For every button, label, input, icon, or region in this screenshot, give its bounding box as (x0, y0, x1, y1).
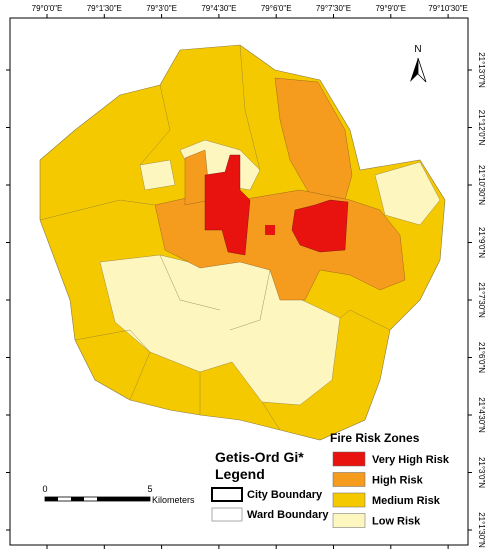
legend: Getis-Ord Gi* Legend City Boundary Ward … (211, 431, 450, 528)
legend-subtitle: Legend (215, 466, 265, 482)
scale-label: 0 (42, 484, 47, 494)
very-high-risk-zone (291, 199, 349, 253)
legend-label: High Risk (372, 475, 424, 487)
low-risk-zone (374, 161, 441, 226)
latitude-label: 21°7'30"N (477, 282, 486, 318)
very-high-risk-zone (204, 154, 251, 256)
north-arrow: N (410, 44, 427, 83)
legend-label: Low Risk (372, 516, 421, 528)
latitude-label: 21°10'30"N (477, 165, 486, 205)
north-label: N (414, 44, 421, 55)
latitude-label: 21°13'0"N (477, 52, 486, 88)
latitude-label: 21°6'0"N (477, 342, 486, 373)
scale-label: 5 (147, 484, 152, 494)
latitude-label: 21°9'0"N (477, 227, 486, 258)
latitude-label: 21°12'0"N (477, 110, 486, 146)
zone-legend: Very High Risk High Risk Medium Risk Low Ri… (332, 451, 450, 528)
zone-swatch (332, 492, 366, 508)
longitude-label: 79°6'0"E (261, 4, 292, 13)
legend-label: City Boundary (247, 489, 323, 501)
latitude-label: 21°1'30"N (477, 512, 486, 548)
legend-label: Very High Risk (372, 454, 450, 466)
scale-unit: Kilometers (152, 495, 195, 505)
zone-swatch (332, 472, 366, 487)
legend-label: Medium Risk (372, 495, 441, 507)
legend-title: Getis-Ord Gi* (215, 449, 304, 465)
scale-bar: 0 5 Kilometers (42, 484, 195, 505)
frame-ticks: 79°0'0"E 79°1'30"E 79°3'0"E 79°4'30"E 79°6'0… (6, 4, 486, 549)
low-risk-zone (139, 159, 176, 191)
latitude-label: 21°4'30"N (477, 397, 486, 433)
city-boundary-swatch (211, 487, 243, 502)
very-high-risk-zone (265, 225, 275, 235)
zone-swatch (332, 451, 366, 467)
longitude-label: 79°4'30"E (201, 4, 236, 13)
ward-lines (39, 44, 391, 431)
longitude-label: 79°3'0"E (146, 4, 177, 13)
longitude-label: 79°1'30"E (87, 4, 122, 13)
longitude-label: 79°10'30"E (428, 4, 468, 13)
longitude-label: 79°7'30"E (316, 4, 351, 13)
longitude-label: 79°9'0"E (375, 4, 406, 13)
legend-zones-title: Fire Risk Zones (330, 431, 420, 445)
longitude-label: 79°0'0"E (32, 4, 63, 13)
latitude-label: 21°3'0"N (477, 457, 486, 488)
zone-swatch (332, 513, 366, 528)
ward-boundary-swatch (211, 507, 243, 522)
legend-label: Ward Boundary (247, 509, 329, 521)
